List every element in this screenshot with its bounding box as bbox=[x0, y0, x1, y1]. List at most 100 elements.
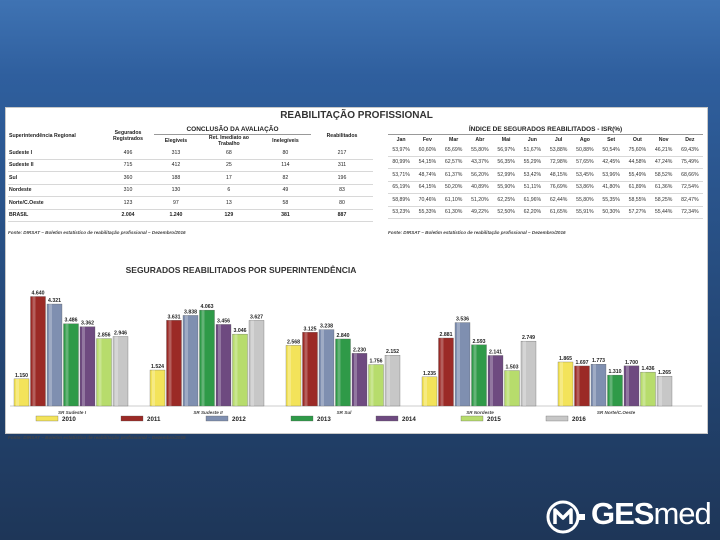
data-label: 1.235 bbox=[423, 371, 436, 377]
bar-highlight bbox=[82, 326, 85, 406]
isr-cell: 72,54% bbox=[676, 181, 703, 194]
isr-cell: 58,55% bbox=[624, 193, 651, 207]
bar-2010-2 bbox=[285, 345, 302, 407]
data-label: 1.503 bbox=[506, 365, 519, 371]
bar-2015-1 bbox=[232, 333, 248, 407]
legend-swatch-2012 bbox=[205, 415, 229, 422]
table-row: 53,23% 55,33% 61,30% 49,22% 52,50% 62,20% 61,6… bbox=[388, 206, 703, 219]
category-label: SR Norte/C.Oeste bbox=[597, 410, 636, 415]
isr-cell: 54,15% bbox=[414, 156, 441, 169]
cell-rehabilitated: 887 bbox=[311, 209, 373, 222]
isr-cell: 51,67% bbox=[519, 144, 546, 157]
rehab-summary-table: Superintendência Regional Segurados Regi… bbox=[8, 125, 373, 222]
chart-source-note: Fonte: DIRSAT – Boletim estatístico de r… bbox=[8, 435, 186, 440]
bar-highlight bbox=[49, 304, 52, 406]
data-label: 1.150 bbox=[15, 373, 28, 379]
bar-highlight bbox=[523, 341, 526, 406]
cell-eligible: 1.240 bbox=[154, 209, 198, 222]
bar-highlight bbox=[560, 361, 563, 406]
bar-highlight bbox=[659, 376, 662, 406]
table-row: Norte/C.Oeste 123 97 13 58 80 bbox=[8, 196, 373, 210]
isr-cell: 53,96% bbox=[598, 168, 625, 182]
bar-2012-1 bbox=[182, 315, 199, 407]
table-row: 53,71% 48,74% 61,37% 56,20% 52,99% 53,42% 48,1… bbox=[388, 168, 703, 182]
data-label: 1.697 bbox=[576, 360, 589, 366]
data-label: 2.840 bbox=[337, 333, 350, 339]
isr-cell: 50,20% bbox=[440, 181, 467, 194]
isr-cell: 57,65% bbox=[571, 156, 598, 169]
table-row: BRASIL 2.004 1.240 129 381 887 bbox=[8, 209, 373, 222]
month-header: Jan bbox=[396, 136, 406, 143]
data-label: 1.700 bbox=[625, 360, 638, 366]
isr-cell: 48,15% bbox=[545, 168, 572, 182]
legend-label-2013: 2013 bbox=[317, 416, 331, 423]
bar-2010-1 bbox=[149, 369, 166, 407]
header-evaluation: CONCLUSÃO DA AVALIAÇÃO bbox=[154, 125, 311, 135]
legend-label-2011: 2011 bbox=[147, 416, 161, 423]
bar-highlight bbox=[168, 320, 172, 406]
isr-cell: 44,58% bbox=[624, 156, 651, 169]
category-label: SR Nordeste bbox=[466, 410, 494, 415]
cell-returned: 17 bbox=[197, 171, 260, 185]
bar-highlight bbox=[473, 344, 477, 406]
data-label: 4.640 bbox=[32, 290, 45, 296]
isr-cell: 50,30% bbox=[598, 206, 625, 219]
isr-cell: 62,44% bbox=[545, 193, 572, 207]
isr-cell: 55,33% bbox=[414, 206, 441, 219]
cell-ineligible: 49 bbox=[259, 184, 311, 197]
bar-2011-0 bbox=[30, 296, 46, 407]
month-header: Out bbox=[632, 136, 642, 143]
isr-cell: 51,11% bbox=[519, 181, 546, 194]
isr-cell: 53,97% bbox=[388, 144, 415, 157]
data-label: 2.152 bbox=[386, 349, 399, 355]
bar-2015-3 bbox=[504, 370, 520, 407]
bar-highlight bbox=[506, 370, 510, 406]
bar-2012-0 bbox=[46, 303, 63, 407]
bar-2016-1 bbox=[248, 320, 265, 407]
data-label: 2.568 bbox=[287, 339, 300, 345]
data-label: 1.265 bbox=[658, 370, 671, 376]
isr-cell: 58,89% bbox=[388, 193, 415, 207]
bar-2013-4 bbox=[607, 374, 623, 407]
logo-text-regular: med bbox=[653, 496, 711, 531]
bar-highlight bbox=[424, 376, 427, 406]
bar-highlight bbox=[387, 355, 390, 406]
isr-cell: 55,35% bbox=[598, 193, 625, 207]
month-header: Dez bbox=[685, 136, 695, 143]
bar-highlight bbox=[304, 332, 308, 406]
slide-title: REABILITAÇÃO PROFISSIONAL bbox=[280, 110, 433, 121]
bar-2012-2 bbox=[318, 329, 335, 407]
cell-registered: 2.004 bbox=[102, 209, 154, 222]
isr-cell: 50,88% bbox=[571, 144, 598, 157]
table-row: Sudeste II 715 412 25 114 311 bbox=[8, 159, 373, 172]
isr-cell: 53,42% bbox=[519, 168, 546, 182]
header-region: Superintendência Regional bbox=[9, 133, 76, 139]
isr-cell: 60,60% bbox=[414, 144, 441, 157]
slide-header-band bbox=[0, 0, 720, 107]
bar-highlight bbox=[457, 322, 460, 406]
cell-region: Sudeste II bbox=[8, 159, 102, 172]
month-header: Fev bbox=[422, 136, 432, 143]
bar-2013-0 bbox=[63, 323, 79, 407]
month-header: Ago bbox=[579, 136, 590, 143]
isr-cell: 62,20% bbox=[519, 206, 546, 219]
bar-2016-0 bbox=[112, 336, 129, 407]
isr-cell: 62,25% bbox=[493, 193, 520, 207]
table-source-note: Fonte: DIRSAT – Boletim estatístico de r… bbox=[8, 230, 186, 235]
isr-cell: 61,37% bbox=[440, 168, 467, 182]
bar-2012-3 bbox=[454, 322, 471, 407]
isr-cell: 55,44% bbox=[650, 206, 677, 219]
isr-cell: 50,54% bbox=[598, 144, 625, 157]
isr-cell: 53,23% bbox=[388, 206, 415, 219]
header-registered: Segurados Registrados bbox=[113, 130, 143, 142]
bar-2010-3 bbox=[421, 376, 438, 407]
header-returned: Ret. Imediato ao Trabalho bbox=[208, 135, 249, 147]
isr-cell: 53,71% bbox=[388, 168, 415, 182]
category-label: SR Sudeste I bbox=[58, 410, 87, 415]
bar-highlight bbox=[370, 364, 374, 406]
cell-eligible: 130 bbox=[154, 184, 198, 197]
bar-2014-4 bbox=[623, 365, 640, 407]
data-label: 1.773 bbox=[592, 358, 605, 364]
bar-highlight bbox=[234, 334, 238, 406]
cell-eligible: 188 bbox=[154, 171, 198, 185]
